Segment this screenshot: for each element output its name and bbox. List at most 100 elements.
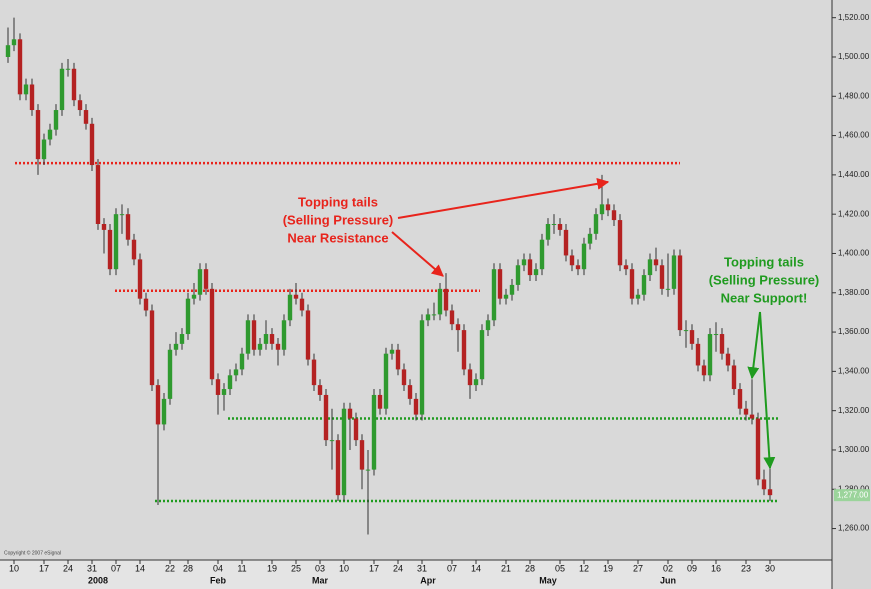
candle-body <box>317 385 323 395</box>
x-tick-label: 10 <box>9 563 19 573</box>
candle-body <box>683 330 689 332</box>
x-tick-label: 03 <box>315 563 325 573</box>
y-tick-label: 1,460.00 <box>838 131 870 140</box>
candle-body <box>659 265 665 289</box>
x-tick-label: 28 <box>525 563 535 573</box>
candle-body <box>275 343 281 350</box>
candle-body <box>593 214 599 234</box>
candle-body <box>641 275 647 295</box>
candle-body <box>65 68 71 70</box>
candle-body <box>353 418 359 441</box>
candle-body <box>29 84 35 111</box>
x-tick-label: 05 <box>555 563 565 573</box>
x-tick-label: 04 <box>213 563 223 573</box>
candle-body <box>743 408 749 415</box>
x-tick-label: 11 <box>237 563 246 573</box>
y-tick-label: 1,480.00 <box>838 91 870 100</box>
x-tick-label: 09 <box>687 563 697 573</box>
candle-body <box>257 343 263 350</box>
arrows <box>391 177 776 470</box>
x-tick-label: 19 <box>267 563 277 573</box>
candle-body <box>59 68 65 111</box>
candle-body <box>647 259 653 276</box>
candle-body <box>497 269 503 299</box>
candle-body <box>371 394 377 470</box>
candle-body <box>131 239 137 260</box>
candle-body <box>293 294 299 299</box>
y-tick-label: 1,340.00 <box>838 366 870 375</box>
candle-body <box>173 343 179 350</box>
candle-body <box>299 298 305 311</box>
candle-body <box>41 139 47 160</box>
annotation: (Selling Pressure) <box>283 212 394 227</box>
candle-body <box>137 259 143 299</box>
candle-body <box>695 343 701 366</box>
x-tick-label: 17 <box>369 563 379 573</box>
candle-body <box>713 334 719 336</box>
candle-body <box>383 353 389 409</box>
y-tick-label: 1,380.00 <box>838 288 870 297</box>
candle-body <box>461 330 467 370</box>
candle-body <box>125 214 131 240</box>
annotation: Topping tails <box>724 254 804 269</box>
x-tick-label: 21 <box>501 563 511 573</box>
candle-body <box>545 224 551 240</box>
candle-body <box>149 310 155 386</box>
candle-body <box>113 214 119 270</box>
candle-body <box>419 320 425 415</box>
candle-body <box>329 440 335 442</box>
candle-body <box>47 129 53 140</box>
candle-body <box>671 255 677 289</box>
candle-body <box>737 389 743 409</box>
candle-body <box>617 220 623 266</box>
candle-body <box>749 414 755 419</box>
x-tick-label: 17 <box>39 563 49 573</box>
x-tick-label: 14 <box>135 563 145 573</box>
candle-body <box>35 110 41 160</box>
x-tick-label: 07 <box>447 563 457 573</box>
y-tick-label: 1,500.00 <box>838 52 870 61</box>
candle-body <box>215 379 221 395</box>
candle-body <box>623 265 629 270</box>
candle-body <box>323 394 329 441</box>
x-tick-label: 24 <box>63 563 73 573</box>
candle-body <box>521 259 527 266</box>
arrow <box>397 177 610 219</box>
x-tick-label: 28 <box>183 563 193 573</box>
candle-body <box>473 379 479 386</box>
candle-body <box>245 320 251 354</box>
candle-body <box>581 243 587 270</box>
candle-body <box>479 330 485 380</box>
candle-body <box>731 365 737 390</box>
footnote: Copyright © 2007 eSignal <box>4 549 61 556</box>
candle-body <box>377 394 383 409</box>
candle-body <box>665 288 671 290</box>
candle-body <box>161 398 167 425</box>
candle-body <box>557 224 563 230</box>
y-tick-label: 1,300.00 <box>838 445 870 454</box>
candle-body <box>239 353 245 370</box>
candle-body <box>53 110 59 130</box>
candle-body <box>437 288 443 315</box>
candle-body <box>725 353 731 366</box>
candle-body <box>197 269 203 295</box>
candle-body <box>587 233 593 244</box>
annotation: Near Support! <box>721 290 808 305</box>
candle-body <box>263 334 269 344</box>
annotation: (Selling Pressure) <box>709 272 820 287</box>
candle-body <box>281 320 287 350</box>
candle-body <box>569 255 575 266</box>
candle-body <box>233 369 239 376</box>
candle-body <box>71 68 77 101</box>
candle-body <box>689 330 695 344</box>
x-tick-label: 25 <box>291 563 301 573</box>
month-label: 2008 <box>88 575 108 585</box>
candle-body <box>515 265 521 285</box>
candle-body <box>203 269 209 289</box>
candle-body <box>89 123 95 166</box>
candle-body <box>551 224 557 225</box>
x-tick-label: 24 <box>393 563 403 573</box>
x-tick-label: 16 <box>711 563 721 573</box>
